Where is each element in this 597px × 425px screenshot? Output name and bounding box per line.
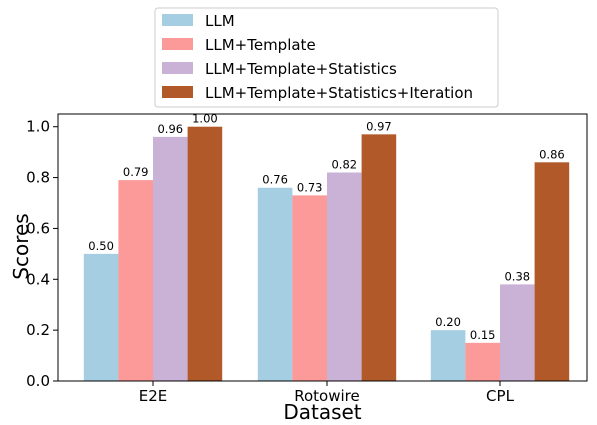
bar-value-label: 0.76 [262,173,288,187]
bar-value-label: 0.15 [470,328,496,342]
y-tick-label: 1.0 [26,118,50,136]
bar-llm-template-cpl [465,342,500,381]
bar-llm-template-statistics-iteration-cpl [534,162,570,381]
y-tick-label: 0.0 [26,372,50,390]
y-axis-title: Scores [9,213,33,279]
bar-llm-template-statistics-iteration-rotowire [361,134,397,381]
legend: LLM LLM+Template LLM+Template+Statistics LL… [154,7,499,108]
bar-value-label: 0.20 [435,315,461,329]
x-axis: E2E Rotowire CPL [139,381,515,405]
legend-frame [154,7,499,108]
plot-frame [57,113,588,382]
x-tick-label-cpl: CPL [486,387,515,405]
bars [83,126,570,381]
bar-llm-template-e2e [118,180,153,381]
y-tick-label: 0.8 [26,169,50,187]
bar-value-labels: 0.50 0.76 0.20 0.79 0.73 0.15 0.96 0.82 0.38 1.00… [88,112,564,342]
y-tick-label: 0.2 [26,321,50,339]
bar-llm-template-rotowire [292,195,327,381]
bar-value-label: 0.38 [504,269,530,283]
bar-value-label: 1.00 [192,112,218,126]
bar-llm-template-statistics-cpl [500,284,535,381]
bar-value-label: 0.73 [297,180,323,194]
bar-llm-rotowire [257,187,293,381]
bar-value-label: 0.86 [539,147,565,161]
y-tick-label: 0.6 [26,219,50,237]
x-tick-label-rotowire: Rotowire [294,387,360,405]
y-axis: 0.0 0.2 0.4 0.6 0.8 1.0 [26,118,58,390]
bar-value-label: 0.97 [366,119,392,133]
bar-llm-template-statistics-iteration-e2e [187,126,223,381]
bar-llm-e2e [83,253,119,381]
bar-llm-template-statistics-e2e [153,136,188,381]
x-tick-label-e2e: E2E [139,387,168,405]
legend-entry-label: LLM+Template+Statistics+Iteration [205,84,473,102]
x-axis-title: Dataset [283,400,361,424]
legend-swatch [162,14,193,26]
y-tick-label: 0.4 [26,270,50,288]
legend-entry-label: LLM+Template [205,36,316,54]
legend-swatch [162,38,193,50]
bar-value-label: 0.82 [331,157,357,171]
legend-entry-label: LLM [205,12,235,30]
legend-swatch [162,62,193,74]
bar-llm-cpl [430,330,466,381]
bar-value-label: 0.96 [157,122,183,136]
legend-entry-label: LLM+Template+Statistics [205,60,397,78]
bar-value-label: 0.79 [123,165,149,179]
bar-value-label: 0.50 [88,239,114,253]
legend-swatch [162,86,193,98]
bar-llm-template-statistics-rotowire [327,172,362,381]
